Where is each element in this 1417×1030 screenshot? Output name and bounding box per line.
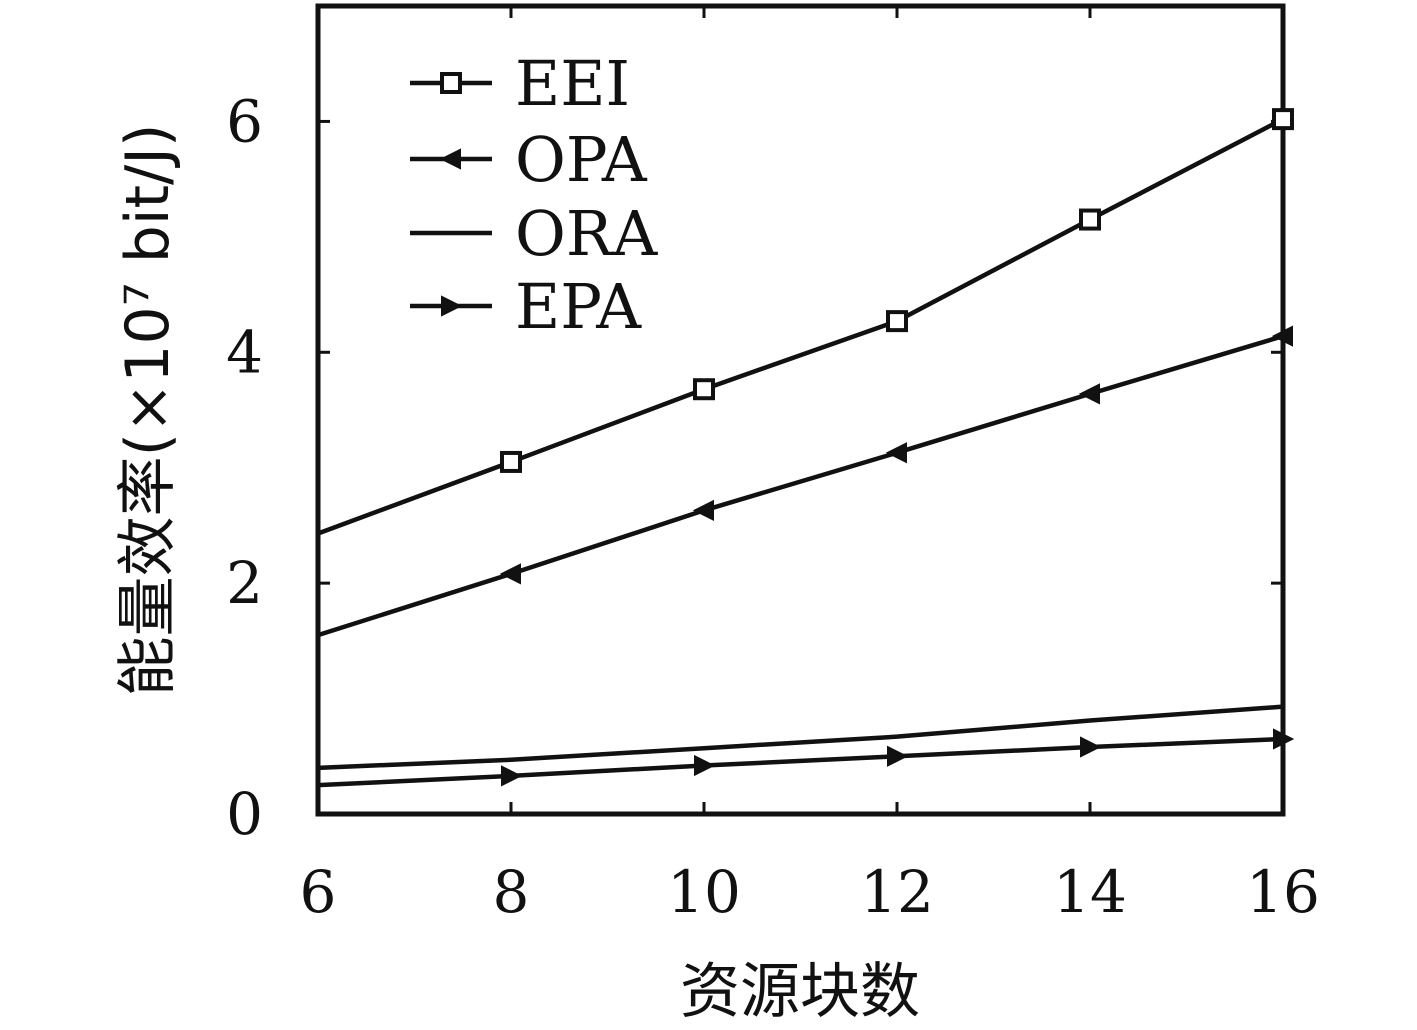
legend-marker-opa <box>439 148 461 170</box>
series-ora-line <box>317 704 1284 771</box>
series-opa-point-5 <box>1271 325 1293 347</box>
y-tick-label-4: 4 <box>226 318 263 386</box>
series-eei-point-3 <box>886 310 908 333</box>
legend-entry-ora: ORA <box>410 197 659 270</box>
series-layer <box>317 108 1295 788</box>
axis-ticks: 6 8 10 12 14 16 0 2 4 6 <box>226 6 1320 926</box>
legend-marker-eei <box>440 72 462 94</box>
y-axis-label: 能量效率(×10⁷ bit/J) <box>113 124 183 697</box>
series-eei-line <box>317 117 1285 536</box>
y-tick-label-0: 0 <box>226 780 263 848</box>
y-tick-label-6: 6 <box>226 87 263 155</box>
x-tick-label-14: 14 <box>1053 858 1127 926</box>
series-opa-point-1 <box>499 563 521 585</box>
legend-entry-opa: OPA <box>410 123 648 196</box>
legend-entry-epa: EPA <box>410 270 642 343</box>
series-opa <box>317 325 1293 638</box>
x-tick-label-8: 8 <box>493 858 530 926</box>
series-epa-point-2 <box>694 754 716 777</box>
series-eei-point-5 <box>1272 108 1294 131</box>
series-epa-point-5 <box>1273 728 1295 750</box>
series-epa-point-3 <box>887 745 909 767</box>
series-epa <box>317 728 1295 788</box>
legend-label-ora: ORA <box>515 197 659 270</box>
y-tick-label-2: 2 <box>226 549 263 617</box>
x-tick-label-12: 12 <box>860 858 934 926</box>
legend-marker-epa <box>441 295 463 317</box>
series-opa-point-3 <box>885 442 907 464</box>
legend-label-eei: EEI <box>515 47 630 120</box>
series-ora <box>317 704 1284 771</box>
plot-frame <box>315 3 1286 817</box>
series-opa-point-2 <box>692 499 714 522</box>
series-opa-line <box>317 333 1284 638</box>
series-epa-point-1 <box>501 765 523 787</box>
series-epa-line <box>317 736 1284 788</box>
series-epa-point-4 <box>1080 736 1102 758</box>
series-eei-point-4 <box>1079 208 1101 231</box>
series-eei <box>317 108 1294 536</box>
x-tick-label-10: 10 <box>667 858 741 926</box>
series-eei-point-1 <box>500 450 522 473</box>
series-eei-point-2 <box>693 378 715 401</box>
x-tick-label-16: 16 <box>1246 858 1320 926</box>
series-opa-point-4 <box>1078 383 1100 405</box>
legend-label-opa: OPA <box>515 123 648 196</box>
legend-entry-eei: EEI <box>410 47 630 120</box>
x-axis-label: 资源块数 <box>680 957 920 1027</box>
legend-label-epa: EPA <box>515 270 642 343</box>
x-tick-label-6: 6 <box>300 858 337 926</box>
